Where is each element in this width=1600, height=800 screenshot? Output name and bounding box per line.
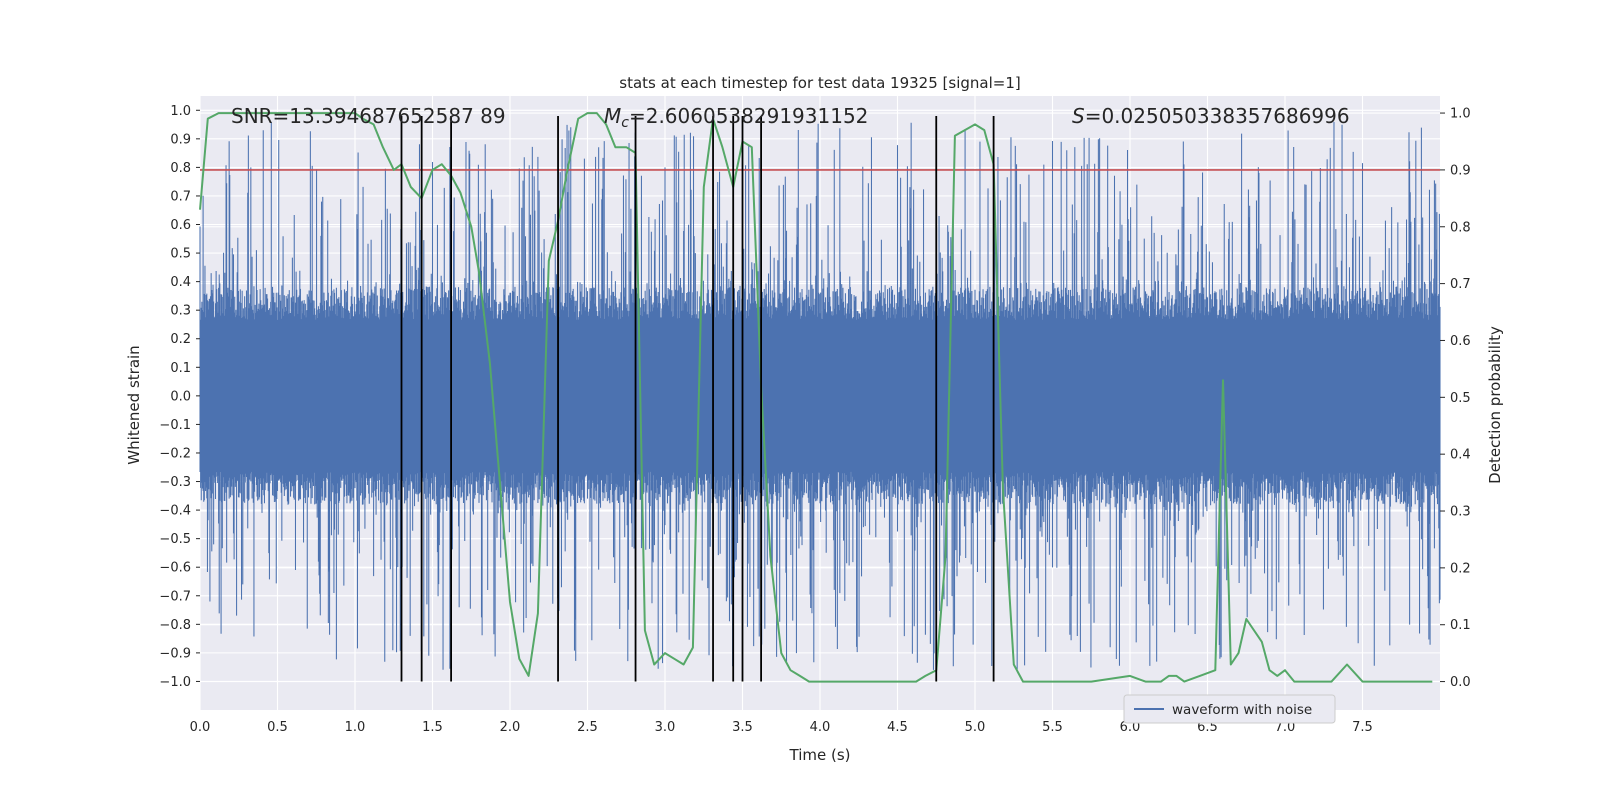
x-tick-label: 1.0 — [345, 720, 366, 735]
detection-vlines — [400, 115, 995, 682]
y-left-tick-label: 0.6 — [170, 218, 191, 233]
x-tick-label: 3.5 — [732, 720, 753, 735]
y-left-tick-label: 0.1 — [170, 361, 191, 376]
x-tick-label: 2.5 — [577, 720, 598, 735]
y-left-tick-label: −0.8 — [159, 618, 191, 633]
y-left-tick-label: −0.7 — [159, 589, 191, 604]
y-right-tick-label: 0.5 — [1450, 391, 1471, 406]
annotation-s: S=0.025050338357686996 — [1072, 104, 1350, 128]
y-left-tick-label: −0.1 — [159, 418, 191, 433]
y-right-tick-label: 1.0 — [1450, 107, 1471, 122]
y-left-tick-label: −0.5 — [159, 532, 191, 547]
y-left-tick-label: 0.4 — [170, 275, 191, 290]
y-left-tick-label: 0.8 — [170, 161, 191, 176]
x-tick-label: 3.0 — [655, 720, 676, 735]
y-axis-label-right: Detection probability — [1486, 326, 1504, 484]
x-tick-label: 5.0 — [965, 720, 986, 735]
y-right-tick-label: 0.7 — [1450, 277, 1471, 292]
y-left-tick-label: −1.0 — [159, 675, 191, 690]
x-tick-label: 6.5 — [1197, 720, 1218, 735]
y-right-tick-label: 0.0 — [1450, 675, 1471, 690]
y-right-tick-label: 0.2 — [1450, 561, 1471, 576]
waveform-series — [199, 121, 1441, 670]
y-right-tick-label: 0.1 — [1450, 618, 1471, 633]
legend-box — [1123, 694, 1336, 724]
y-left-tick-label: −0.9 — [159, 646, 191, 661]
y-right-tick-label: 0.4 — [1450, 448, 1471, 463]
annotation-snr: SNR=13.394687652587 89 — [231, 104, 506, 128]
y-right-tick-label: 0.9 — [1450, 163, 1471, 178]
x-tick-label: 0.5 — [267, 720, 288, 735]
y-left-tick-label: 0.7 — [170, 189, 191, 204]
legend: waveform with noise — [1123, 694, 1336, 724]
y-left-tick-label: 0.5 — [170, 247, 191, 262]
x-tick-label: 0.0 — [190, 720, 211, 735]
y-left-tick-label: 1.0 — [170, 104, 191, 119]
probability-line — [199, 112, 1433, 683]
x-tick-label: 4.0 — [810, 720, 831, 735]
legend-entry-waveform: waveform with noise — [1172, 702, 1312, 718]
y-right-tick-label: 0.3 — [1450, 505, 1471, 520]
x-tick-label: 5.5 — [1042, 720, 1063, 735]
y-left-tick-label: 0.9 — [170, 132, 191, 147]
waveform-line — [199, 121, 1441, 670]
y-right-tick-label: 0.6 — [1450, 334, 1471, 349]
x-tick-label: 2.0 — [500, 720, 521, 735]
y-axis-label-left: Whitened strain — [125, 345, 143, 464]
x-tick-label: 4.5 — [887, 720, 908, 735]
x-tick-label: 7.5 — [1352, 720, 1373, 735]
x-axis-label: Time (s) — [789, 746, 851, 764]
y-left-tick-label: −0.3 — [159, 475, 191, 490]
y-left-tick-label: 0.3 — [170, 304, 191, 319]
y-left-tick-label: 0.0 — [170, 389, 191, 404]
ticks: 0.0 0.5 1.0 1.5 2.0 2.5 3.0 3.5 4.0 4.5 5.0 5.5 6.0 6… — [159, 104, 1470, 735]
x-tick-label: 7.0 — [1275, 720, 1296, 735]
y-left-tick-label: 0.2 — [170, 332, 191, 347]
probability-series — [199, 112, 1433, 683]
y-left-tick-label: −0.6 — [159, 561, 191, 576]
x-tick-label: 6.0 — [1120, 720, 1141, 735]
x-tick-label: 1.5 — [422, 720, 443, 735]
annotation-chirp-mass: Mc=2.6060538291931152 — [604, 104, 868, 131]
y-left-tick-label: −0.2 — [159, 446, 191, 461]
y-right-tick-label: 0.8 — [1450, 220, 1471, 235]
y-left-tick-label: −0.4 — [159, 504, 191, 519]
chart-title: stats at each timestep for test data 193… — [619, 74, 1020, 92]
